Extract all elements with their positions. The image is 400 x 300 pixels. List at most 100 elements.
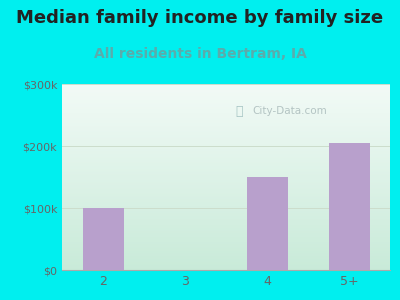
- Bar: [62, 194, 390, 196]
- Bar: [62, 196, 390, 197]
- Bar: [62, 231, 390, 233]
- Bar: [62, 182, 390, 183]
- Bar: [62, 228, 390, 230]
- Bar: [62, 128, 390, 129]
- Bar: [62, 118, 390, 120]
- Bar: [62, 244, 390, 245]
- Bar: [62, 206, 390, 208]
- Bar: [62, 245, 390, 247]
- Bar: [62, 197, 390, 199]
- Bar: [62, 256, 390, 258]
- Bar: [62, 93, 390, 95]
- Bar: [62, 183, 390, 185]
- Bar: [62, 90, 390, 92]
- Bar: [62, 148, 390, 149]
- Bar: [62, 101, 390, 103]
- Bar: [62, 120, 390, 121]
- Bar: [62, 226, 390, 228]
- Bar: [62, 98, 390, 100]
- Bar: [62, 168, 390, 169]
- Bar: [62, 146, 390, 148]
- Bar: [62, 214, 390, 216]
- Bar: [62, 250, 390, 251]
- Bar: [62, 129, 390, 130]
- Bar: [62, 121, 390, 123]
- Bar: [62, 115, 390, 116]
- Bar: [62, 216, 390, 217]
- Bar: [62, 267, 390, 268]
- Bar: [62, 258, 390, 259]
- Bar: [62, 103, 390, 104]
- Bar: [62, 211, 390, 213]
- Bar: [62, 268, 390, 270]
- Bar: [62, 104, 390, 106]
- Bar: [62, 264, 390, 265]
- Bar: [62, 241, 390, 242]
- Bar: [62, 149, 390, 151]
- Bar: [62, 154, 390, 155]
- Bar: [62, 151, 390, 152]
- Bar: [62, 92, 390, 93]
- Bar: [62, 84, 390, 86]
- Bar: [62, 259, 390, 261]
- Bar: [62, 253, 390, 254]
- Bar: [62, 189, 390, 191]
- Bar: [62, 242, 390, 244]
- Bar: [62, 138, 390, 140]
- Bar: [62, 208, 390, 209]
- Text: ⓘ: ⓘ: [236, 105, 243, 119]
- Bar: [62, 144, 390, 146]
- Bar: [62, 130, 390, 132]
- Bar: [62, 96, 390, 98]
- Bar: [62, 132, 390, 134]
- Bar: [62, 113, 390, 115]
- Bar: [62, 155, 390, 157]
- Bar: [62, 174, 390, 176]
- Bar: [62, 247, 390, 248]
- Bar: [246, 177, 288, 270]
- Bar: [62, 176, 390, 177]
- Bar: [62, 124, 390, 126]
- Bar: [62, 217, 390, 219]
- Bar: [62, 161, 390, 163]
- Bar: [62, 186, 390, 188]
- Bar: [62, 100, 390, 101]
- Bar: [62, 169, 390, 171]
- Bar: [62, 106, 390, 107]
- Bar: [62, 177, 390, 178]
- Text: All residents in Bertram, IA: All residents in Bertram, IA: [94, 46, 306, 61]
- Bar: [62, 262, 390, 264]
- Bar: [62, 230, 390, 231]
- Bar: [62, 205, 390, 206]
- Bar: [62, 140, 390, 141]
- Bar: [62, 143, 390, 144]
- Bar: [62, 233, 390, 234]
- Bar: [62, 87, 390, 89]
- Bar: [82, 208, 124, 270]
- Bar: [62, 188, 390, 189]
- Bar: [62, 107, 390, 109]
- Bar: [62, 109, 390, 110]
- Bar: [62, 239, 390, 241]
- Bar: [62, 213, 390, 214]
- Bar: [62, 85, 390, 87]
- Bar: [62, 166, 390, 168]
- Bar: [62, 137, 390, 138]
- Bar: [62, 110, 390, 112]
- Bar: [62, 157, 390, 158]
- Bar: [62, 126, 390, 128]
- Bar: [62, 180, 390, 182]
- Bar: [62, 234, 390, 236]
- Bar: [62, 202, 390, 203]
- Bar: [62, 261, 390, 262]
- Bar: [62, 88, 390, 90]
- Bar: [62, 116, 390, 118]
- Bar: [62, 224, 390, 225]
- Bar: [62, 160, 390, 161]
- Bar: [328, 143, 370, 270]
- Bar: [62, 209, 390, 211]
- Bar: [62, 172, 390, 174]
- Bar: [62, 178, 390, 180]
- Bar: [62, 185, 390, 186]
- Bar: [62, 225, 390, 226]
